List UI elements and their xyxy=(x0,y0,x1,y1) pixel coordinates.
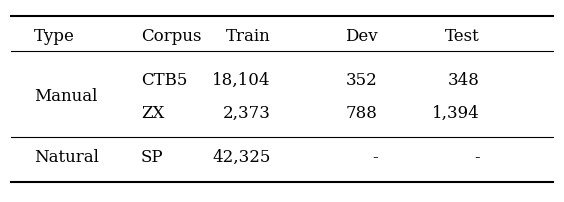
Text: Test: Test xyxy=(444,28,479,45)
Text: -: - xyxy=(474,149,479,166)
Text: 788: 788 xyxy=(346,105,378,122)
Text: Type: Type xyxy=(34,28,74,45)
Text: 18,104: 18,104 xyxy=(212,72,271,89)
Text: 1,394: 1,394 xyxy=(431,105,479,122)
Text: ZX: ZX xyxy=(141,105,164,122)
Text: Train: Train xyxy=(226,28,271,45)
Text: 42,325: 42,325 xyxy=(212,149,271,166)
Text: 352: 352 xyxy=(346,72,378,89)
Text: Manual: Manual xyxy=(34,88,97,105)
Text: Dev: Dev xyxy=(345,28,378,45)
Text: CTB5: CTB5 xyxy=(141,72,187,89)
Text: Corpus: Corpus xyxy=(141,28,201,45)
Text: Natural: Natural xyxy=(34,149,99,166)
Text: 348: 348 xyxy=(447,72,479,89)
Text: 2,373: 2,373 xyxy=(223,105,271,122)
Text: SP: SP xyxy=(141,149,164,166)
Text: -: - xyxy=(372,149,378,166)
